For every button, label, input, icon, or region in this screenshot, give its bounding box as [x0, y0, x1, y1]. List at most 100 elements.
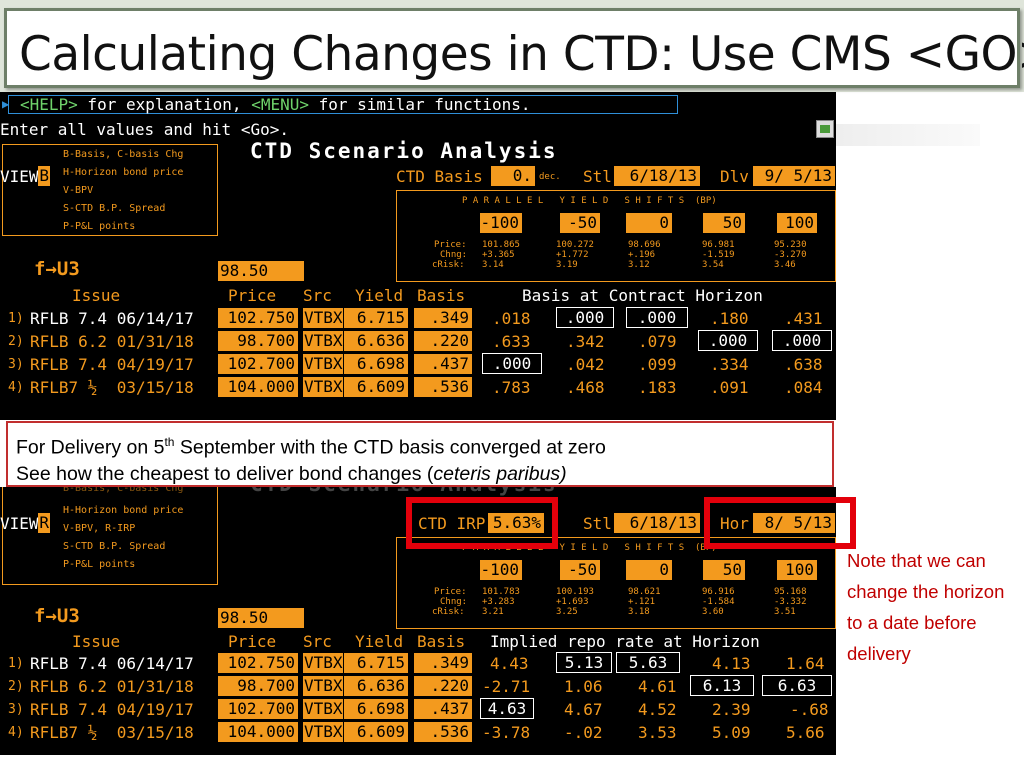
dlv-label: Dlv	[720, 167, 749, 186]
basis-input[interactable]: 0.	[491, 166, 535, 186]
menu-item[interactable]: S-CTD B.P. Spread	[63, 541, 166, 552]
menu-item[interactable]: V-BPV, R-IRP	[63, 523, 136, 534]
issue-name[interactable]: RFLB 7.4 06/14/17	[30, 309, 194, 328]
title-box: Calculating Changes in CTD: Use CMS <GO>	[4, 8, 1024, 88]
shift-cell[interactable]: 100	[777, 213, 817, 233]
hor-input[interactable]: 8/ 5/13	[753, 513, 835, 533]
title-frame: Calculating Changes in CTD: Use CMS <GO>	[0, 0, 1024, 92]
src-cell[interactable]: VTBX	[303, 331, 343, 351]
yield-cell[interactable]: 6.715	[344, 308, 408, 328]
row-number[interactable]: 3)	[8, 702, 24, 717]
scenario-price: 101.865	[482, 240, 520, 250]
menu-item[interactable]: V-BPV	[63, 185, 94, 196]
src-cell[interactable]: VTBX	[303, 354, 343, 374]
basis-cell[interactable]: .437	[414, 699, 472, 719]
shift-cell[interactable]: 0	[626, 213, 672, 233]
basis-cell[interactable]: .536	[414, 377, 472, 397]
row-number[interactable]: 3)	[8, 357, 24, 372]
issue-name[interactable]: RFLB 6.2 01/31/18	[30, 677, 194, 696]
src-cell[interactable]: VTBX	[303, 308, 343, 328]
value-cell: .468	[566, 378, 605, 397]
contract-label: f→U3	[34, 605, 80, 627]
menu-item[interactable]: S-CTD B.P. Spread	[63, 203, 166, 214]
top-terminal: ▶ <HELP> for explanation, <MENU> for sim…	[0, 92, 836, 420]
yield-cell[interactable]: 6.715	[344, 653, 408, 673]
price-cell[interactable]: 102.750	[218, 653, 298, 673]
value-cell: 4.67	[564, 700, 603, 719]
yield-cell[interactable]: 6.698	[344, 354, 408, 374]
issue-name[interactable]: RFLB 7.4 06/14/17	[30, 654, 194, 673]
basis-cell[interactable]: .536	[414, 722, 472, 742]
shift-cell[interactable]: 50	[703, 560, 745, 580]
src-cell[interactable]: VTBX	[303, 722, 343, 742]
view-input[interactable]: R	[38, 513, 50, 533]
row-number[interactable]: 4)	[8, 380, 24, 395]
menu-item[interactable]: B-Basis, C-basis Chg	[63, 149, 184, 160]
value-cell-boxed: 4.63	[480, 698, 534, 719]
value-cell: .091	[710, 378, 749, 397]
menu-item[interactable]: P-P&L points	[63, 559, 136, 570]
dlv-input[interactable]: 9/ 5/13	[753, 166, 835, 186]
scenario-price: 95.230	[774, 240, 807, 250]
price-cell[interactable]: 102.750	[218, 308, 298, 328]
irp-input[interactable]: 5.63%	[488, 513, 544, 533]
src-cell[interactable]: VTBX	[303, 676, 343, 696]
yield-cell[interactable]: 6.609	[344, 377, 408, 397]
shift-cell[interactable]: -100	[480, 213, 522, 233]
faded-toolbar	[836, 124, 980, 146]
shift-cell[interactable]: 0	[626, 560, 672, 580]
shift-cell[interactable]: -50	[560, 560, 600, 580]
view-input[interactable]: B	[38, 166, 50, 186]
value-cell-boxed: 5.63	[616, 652, 680, 673]
row-number[interactable]: 4)	[8, 725, 24, 740]
value-cell: .633	[492, 332, 531, 351]
contract-price[interactable]: 98.50	[218, 261, 304, 281]
basis-cell[interactable]: .349	[414, 308, 472, 328]
row-number[interactable]: 1)	[8, 656, 24, 671]
row-number[interactable]: 1)	[8, 311, 24, 326]
value-cell: 4.43	[490, 654, 529, 673]
src-cell[interactable]: VTBX	[303, 653, 343, 673]
price-cell[interactable]: 102.700	[218, 699, 298, 719]
issue-name[interactable]: RFLB 7.4 04/19/17	[30, 355, 194, 374]
src-cell[interactable]: VTBX	[303, 377, 343, 397]
value-cell: 5.66	[786, 723, 825, 742]
basis-cell[interactable]: .437	[414, 354, 472, 374]
basis-cell[interactable]: .349	[414, 653, 472, 673]
contract-price[interactable]: 98.50	[218, 608, 304, 628]
col-src: Src	[303, 632, 332, 651]
menu-item[interactable]: B-Basis, C-basis Chg	[63, 487, 184, 494]
value-cell: .783	[492, 378, 531, 397]
stl-input[interactable]: 6/18/13	[614, 166, 700, 186]
shift-cell[interactable]: -100	[480, 560, 522, 580]
shift-cell[interactable]: 100	[777, 560, 817, 580]
shift-cell[interactable]: 50	[703, 213, 745, 233]
shift-cell[interactable]: -50	[560, 213, 600, 233]
menu-item[interactable]: H-Horizon bond price	[63, 505, 184, 516]
price-cell[interactable]: 102.700	[218, 354, 298, 374]
price-cell[interactable]: 98.700	[218, 676, 298, 696]
issue-name[interactable]: RFLB7 ½ 03/15/18	[30, 723, 194, 742]
menu-item[interactable]: H-Horizon bond price	[63, 167, 184, 178]
src-cell[interactable]: VTBX	[303, 699, 343, 719]
issue-name[interactable]: RFLB7 ½ 03/15/18	[30, 378, 194, 397]
yield-cell[interactable]: 6.636	[344, 331, 408, 351]
row-number[interactable]: 2)	[8, 679, 24, 694]
basis-cell[interactable]: .220	[414, 676, 472, 696]
yield-cell[interactable]: 6.609	[344, 722, 408, 742]
yield-cell[interactable]: 6.698	[344, 699, 408, 719]
issue-name[interactable]: RFLB 6.2 01/31/18	[30, 332, 194, 351]
price-cell[interactable]: 104.000	[218, 377, 298, 397]
yield-cell[interactable]: 6.636	[344, 676, 408, 696]
value-cell: 4.13	[712, 654, 751, 673]
scenario-price: 101.783	[482, 587, 520, 597]
issue-name[interactable]: RFLB 7.4 04/19/17	[30, 700, 194, 719]
price-cell[interactable]: 104.000	[218, 722, 298, 742]
menu-item[interactable]: P-P&L points	[63, 221, 136, 232]
row-number[interactable]: 2)	[8, 334, 24, 349]
help-arrow-icon: ▶	[2, 97, 10, 111]
price-cell[interactable]: 98.700	[218, 331, 298, 351]
stl-input[interactable]: 6/18/13	[614, 513, 700, 533]
export-icon[interactable]	[816, 120, 834, 138]
basis-cell[interactable]: .220	[414, 331, 472, 351]
